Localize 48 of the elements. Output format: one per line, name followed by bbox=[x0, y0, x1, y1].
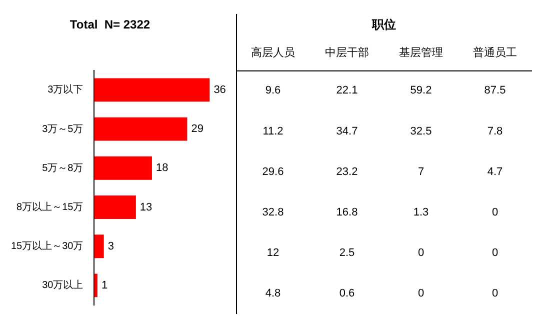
data-label: 0 bbox=[492, 206, 498, 219]
bar bbox=[94, 78, 210, 102]
x-tick-label: 基层管理 bbox=[399, 46, 443, 59]
data-label: 0 bbox=[418, 247, 424, 260]
x-tick-label: 高层人员 bbox=[251, 46, 295, 59]
y-tick-label: 8万以上～15万 bbox=[16, 201, 84, 213]
data-label: 0 bbox=[418, 288, 424, 300]
data-label: 11.2 bbox=[262, 125, 284, 138]
chart-title: Total N= 2322 bbox=[70, 18, 150, 32]
data-label: 0.6 bbox=[339, 288, 355, 300]
x-tick-label: 普通员工 bbox=[473, 46, 517, 59]
data-label: 7 bbox=[418, 166, 424, 178]
data-label: 22.1 bbox=[336, 84, 358, 97]
data-label: 34.7 bbox=[336, 125, 358, 138]
y-tick-label: 3万以下 bbox=[48, 84, 84, 96]
bar bbox=[94, 156, 152, 180]
data-label: 3 bbox=[108, 240, 114, 252]
data-label: 29.6 bbox=[262, 166, 284, 178]
bar bbox=[94, 196, 136, 219]
x-tick-label: 中层干部 bbox=[325, 46, 369, 59]
data-label: 9.6 bbox=[265, 84, 281, 97]
data-label: 4.7 bbox=[487, 166, 503, 178]
data-label: 2.5 bbox=[339, 247, 355, 260]
data-label: 1 bbox=[101, 279, 108, 292]
y-tick-label: 30万以上 bbox=[42, 279, 84, 292]
data-label: 32.8 bbox=[262, 206, 284, 219]
data-label: 87.5 bbox=[484, 84, 506, 97]
data-label: 1.3 bbox=[413, 206, 429, 219]
chart-title: 职位 bbox=[371, 18, 396, 32]
y-tick-label: 15万以上～30万 bbox=[10, 240, 84, 252]
data-label: 29 bbox=[191, 123, 204, 136]
data-label: 4.8 bbox=[265, 288, 281, 300]
y-tick-label: 3万～5万 bbox=[42, 124, 84, 135]
bar bbox=[94, 117, 188, 141]
data-label: 18 bbox=[156, 162, 168, 174]
data-label: 13 bbox=[140, 201, 152, 214]
data-label: 12 bbox=[266, 247, 280, 260]
data-label: 7.8 bbox=[487, 125, 503, 138]
data-label: 32.5 bbox=[410, 125, 432, 138]
data-label: 16.8 bbox=[336, 206, 358, 219]
bar bbox=[94, 274, 98, 298]
data-label: 0 bbox=[492, 247, 498, 260]
data-label: 36 bbox=[214, 84, 226, 96]
data-label: 59.2 bbox=[410, 84, 432, 97]
bar bbox=[94, 234, 104, 258]
data-label: 23.2 bbox=[336, 166, 358, 178]
data-label: 0 bbox=[492, 288, 498, 300]
y-tick-label: 5万～8万 bbox=[42, 162, 84, 174]
